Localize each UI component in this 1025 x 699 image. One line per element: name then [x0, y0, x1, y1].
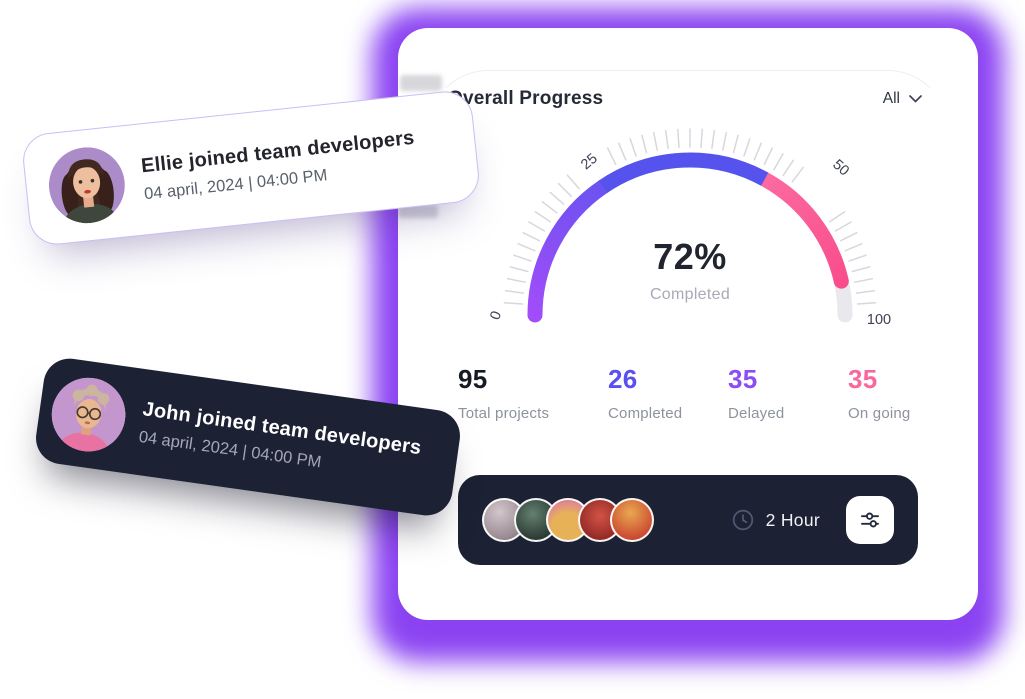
gauge-caption: Completed [649, 286, 731, 303]
chevron-down-icon [909, 95, 922, 103]
watermark-smudge [398, 205, 438, 218]
sliders-icon [861, 512, 879, 528]
stat-ongoing: 35 On going [848, 364, 910, 422]
avatar[interactable] [610, 498, 654, 542]
gauge-tick-label-25: 25 [578, 151, 601, 174]
avatar-stack [482, 498, 654, 542]
notification-toast-ellie[interactable]: Ellie joined team developers 04 april, 2… [20, 88, 482, 248]
stat-value: 35 [728, 364, 758, 394]
filter-dropdown-label: All [882, 90, 900, 107]
gauge-tick-label-100: 100 [867, 312, 891, 328]
avatar [47, 373, 131, 457]
duration-indicator: 2 Hour [731, 508, 820, 532]
stat-label: On going [848, 405, 911, 422]
stats-row: 95 Total projects 26 Completed 35 Delaye… [458, 364, 918, 456]
gauge-center-readout: 72% Completed [480, 239, 900, 304]
card-header: Overall Progress All [448, 88, 922, 110]
progress-gauge: 0 25 50 100 72% Completed [480, 103, 900, 347]
gauge-percent-value: 72% [653, 236, 727, 277]
stat-value: 95 [458, 364, 488, 394]
gauge-svg: 0 25 50 100 [487, 128, 891, 328]
notification-toast-john[interactable]: John joined team developers 04 april, 20… [32, 355, 464, 519]
gauge-segment-pink [757, 171, 849, 289]
filter-dropdown[interactable]: All [883, 90, 922, 108]
stat-delayed: 35 Delayed [728, 364, 784, 422]
gauge-tick-label-50: 50 [829, 157, 852, 180]
gauge-segment-blue [598, 152, 769, 194]
clock-icon [732, 509, 753, 531]
stat-total-projects: 95 Total projects [458, 364, 549, 422]
stat-completed: 26 Completed [608, 364, 682, 422]
inner-sheet-outline [428, 70, 948, 620]
watermark-smudge [400, 75, 442, 91]
page-title: Overall Progress [448, 88, 604, 109]
stat-value: 26 [608, 364, 638, 394]
gauge-ticks [503, 128, 877, 305]
stat-label: Completed [608, 405, 683, 422]
overall-progress-card: Overall Progress All [398, 28, 978, 620]
gauge-tick-label-0: 0 [487, 309, 505, 322]
duration-label: 2 Hour [765, 509, 820, 530]
gauge-segment-purple [527, 179, 611, 323]
sliders-button[interactable] [846, 496, 894, 544]
stat-value: 35 [848, 364, 878, 394]
toast-text: John joined team developers 04 april, 20… [138, 398, 423, 486]
stat-label: Delayed [728, 405, 785, 422]
avatar [45, 143, 129, 228]
stat-label: Total projects [458, 405, 550, 422]
toast-text: Ellie joined team developers 04 april, 2… [140, 126, 418, 203]
team-bar: 2 Hour [458, 475, 918, 565]
